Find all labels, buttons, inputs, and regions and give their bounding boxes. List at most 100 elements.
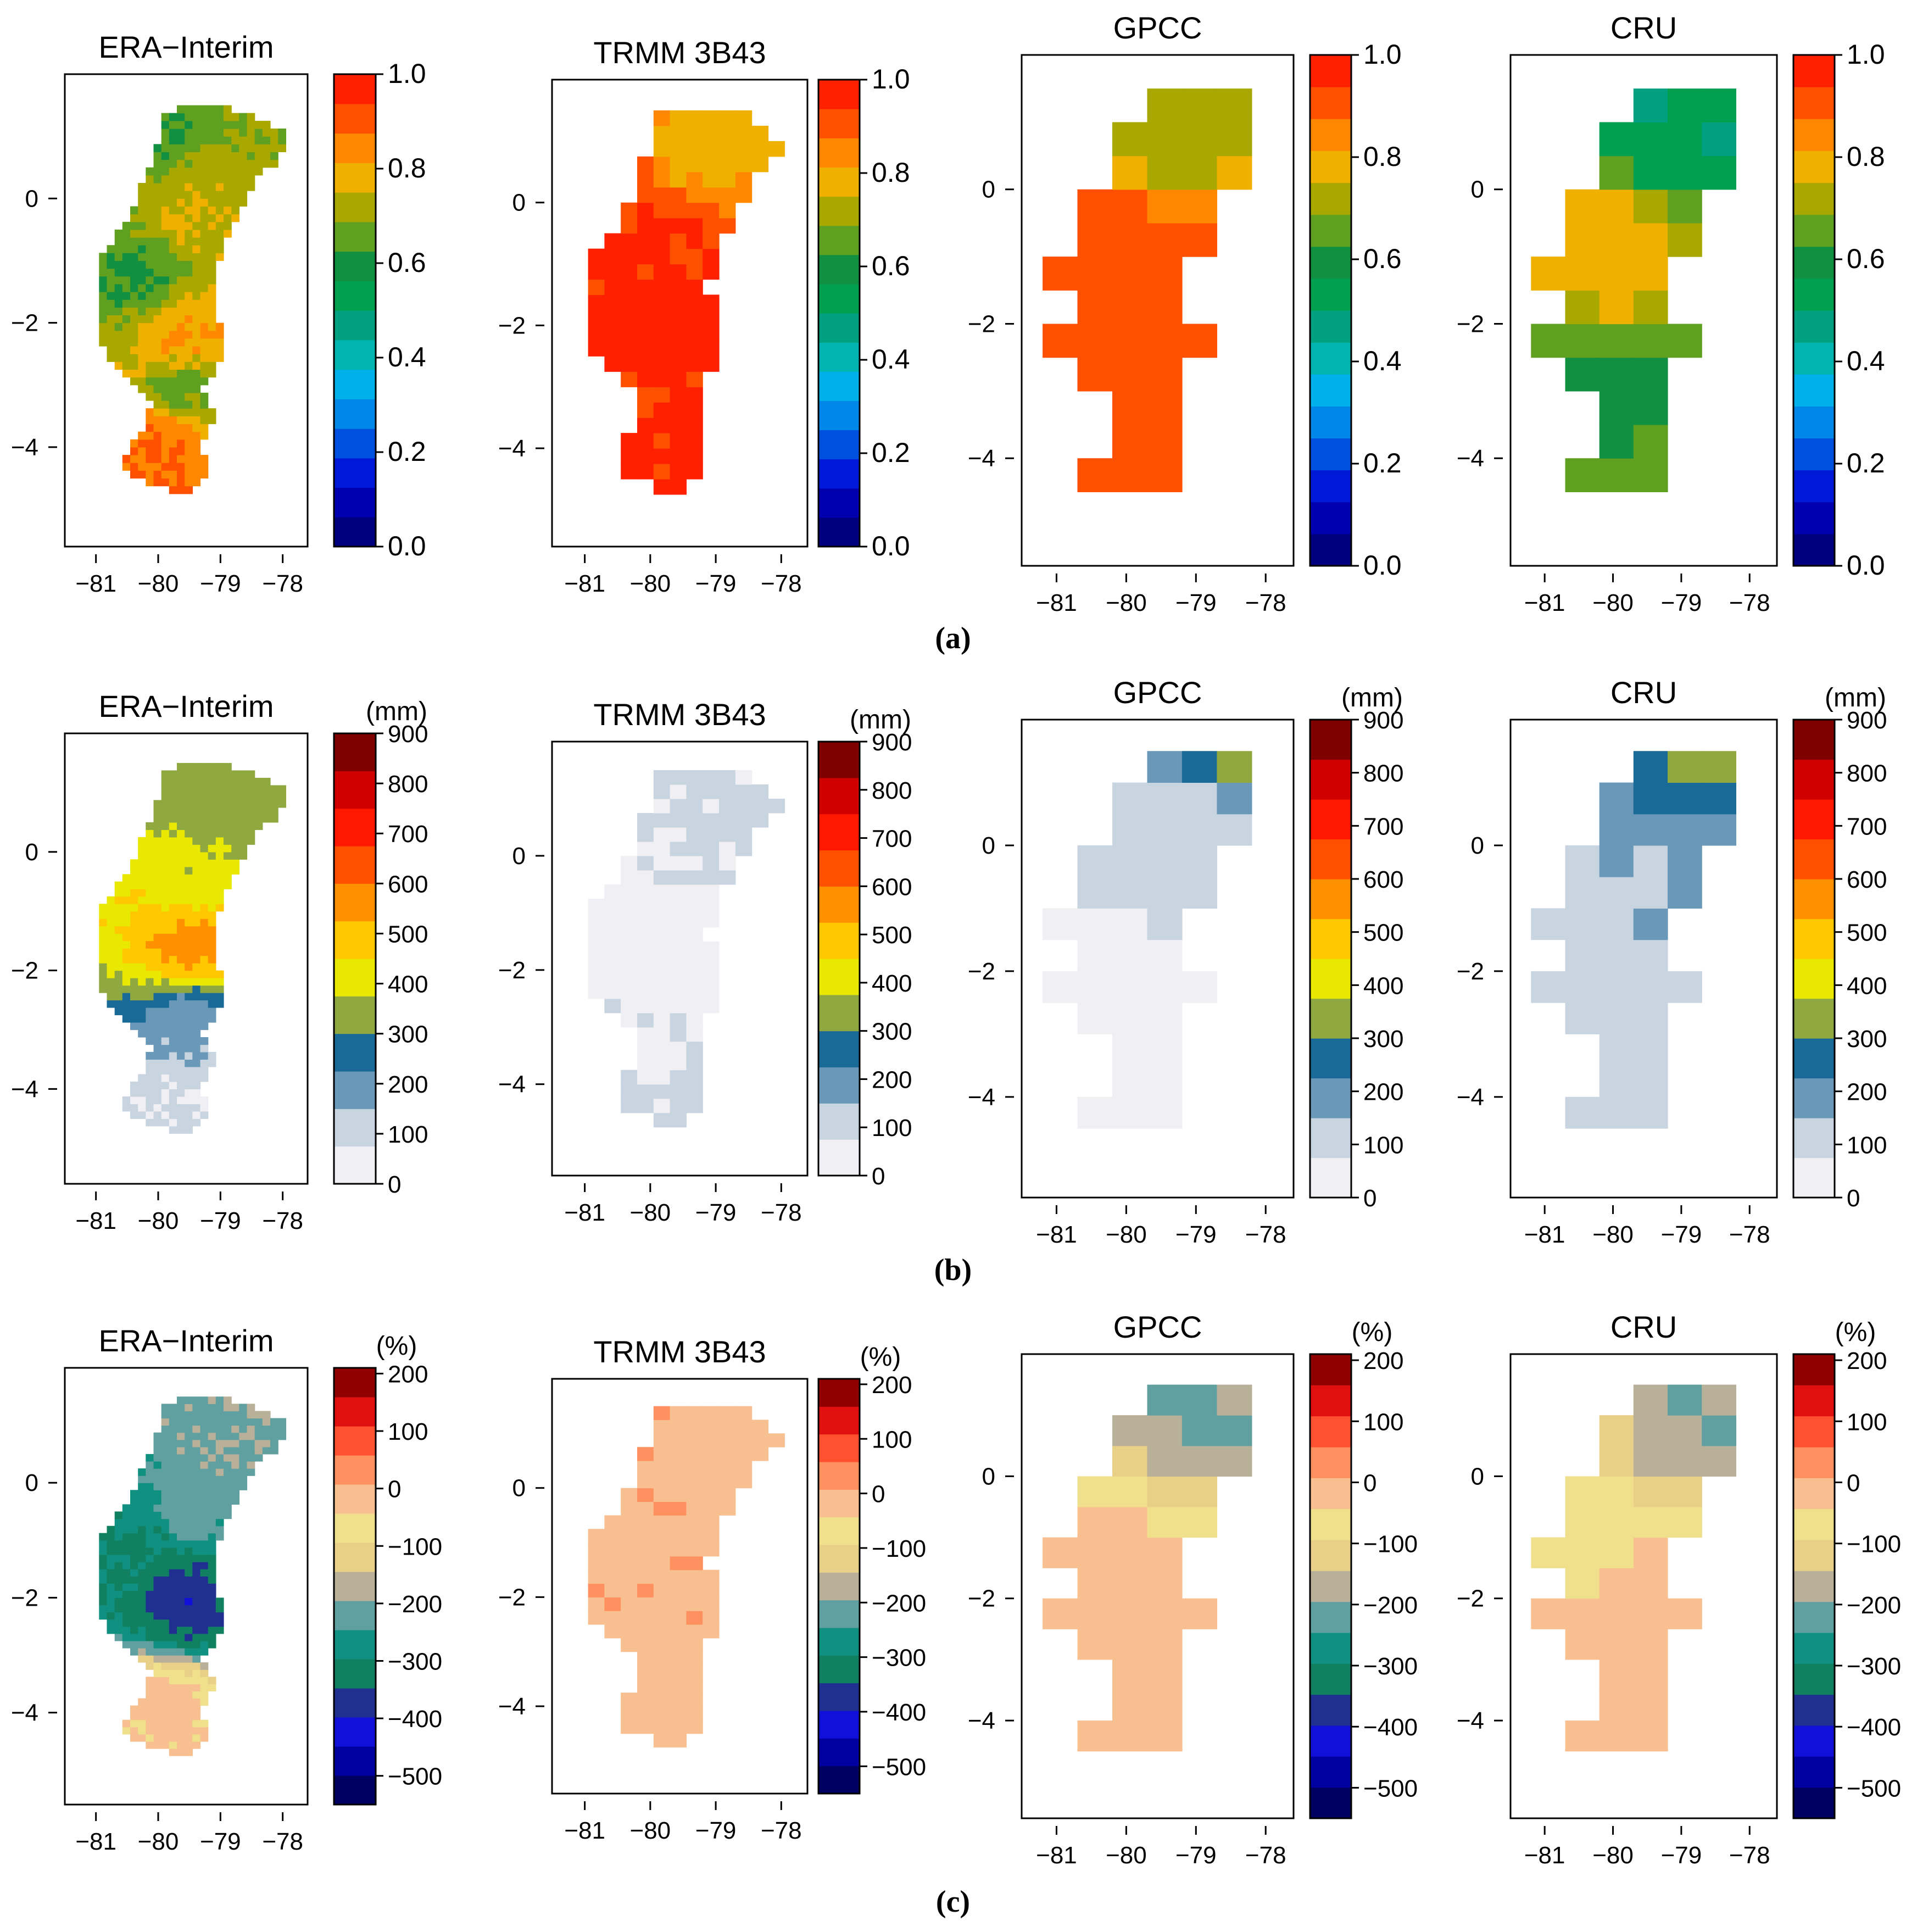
heatmap-cell <box>270 815 278 823</box>
heatmap-cell <box>686 1433 703 1447</box>
heatmap-cell <box>146 1590 154 1598</box>
heatmap-cell <box>247 785 255 793</box>
heatmap-cell <box>215 144 224 152</box>
heatmap-cell <box>192 970 201 978</box>
heatmap-cell <box>1147 257 1183 291</box>
heatmap-cell <box>1043 1598 1078 1629</box>
heatmap-cell <box>114 1612 123 1620</box>
colorbar-tick-label: −100 <box>1847 1531 1901 1558</box>
heatmap-cell <box>153 1476 162 1483</box>
heatmap-cell <box>130 985 138 993</box>
heatmap-cell <box>1112 877 1148 909</box>
heatmap-cell <box>161 777 170 786</box>
colorbar-segment <box>334 1426 376 1456</box>
heatmap-cell <box>1702 1445 1736 1477</box>
colorbar-frame <box>817 740 861 1177</box>
heatmap-cell <box>138 292 146 300</box>
heatmap-cell <box>231 1454 239 1462</box>
heatmap-cell <box>146 955 154 964</box>
heatmap-cell <box>200 1612 209 1620</box>
heatmap-cell <box>161 1015 170 1023</box>
heatmap-cell <box>621 310 638 326</box>
heatmap-cell <box>1112 425 1148 459</box>
heatmap-cell <box>192 785 201 793</box>
heatmap-cell <box>208 361 216 370</box>
heatmap-cell <box>208 800 216 808</box>
heatmap-cell <box>192 1396 201 1404</box>
heatmap-cell <box>200 978 209 986</box>
heatmap-cell <box>177 1051 185 1060</box>
heatmap-cell <box>224 1454 232 1462</box>
heatmap-cell <box>114 985 123 993</box>
heatmap-cell <box>146 1547 154 1555</box>
heatmap-cell <box>1599 391 1634 425</box>
heatmap-cell <box>169 993 177 1001</box>
heatmap-cell <box>231 829 239 838</box>
heatmap-cell <box>1633 1034 1668 1066</box>
heatmap-cell <box>637 371 654 387</box>
heatmap-cell <box>192 1059 201 1067</box>
heatmap-cell <box>200 206 209 215</box>
heatmap-cell <box>169 470 177 479</box>
colorbar-segment <box>1793 720 1835 760</box>
heatmap-cell <box>254 144 263 152</box>
heatmap-cell <box>192 299 201 308</box>
heatmap-cell <box>653 1556 671 1571</box>
heatmap-cell <box>200 245 209 253</box>
heatmap-cell <box>604 1583 621 1597</box>
heatmap-cell <box>192 1605 201 1613</box>
heatmap-cell <box>200 933 209 942</box>
heatmap-cell <box>161 1605 170 1613</box>
heatmap-cell <box>1077 971 1113 1003</box>
y-tick-label: 0 <box>512 190 526 216</box>
colorbar-segment <box>818 371 860 401</box>
heatmap-cell <box>146 237 154 246</box>
heatmap-cell <box>161 1037 170 1045</box>
heatmap-cell <box>161 785 170 793</box>
heatmap-cell <box>208 322 216 331</box>
heatmap-cell <box>653 279 671 296</box>
heatmap-cell <box>130 292 138 300</box>
heatmap-cell <box>146 338 154 347</box>
heatmap-cell <box>208 1583 216 1591</box>
heatmap-cell <box>192 431 201 440</box>
heatmap-cell <box>161 1669 170 1677</box>
heatmap-cell <box>604 1556 621 1571</box>
heatmap-cell <box>114 276 123 285</box>
heatmap-cell <box>146 1533 154 1541</box>
heatmap-cell <box>177 1555 185 1562</box>
heatmap-cell <box>247 1461 255 1469</box>
colorbar-segment <box>1310 839 1351 879</box>
heatmap-cell <box>138 993 146 1001</box>
heatmap-cell <box>224 1425 232 1433</box>
heatmap-cell <box>161 1476 170 1483</box>
heatmap-cell <box>185 777 193 786</box>
heatmap-cell <box>122 369 131 378</box>
heatmap-cell <box>686 1543 703 1557</box>
heatmap-cell <box>653 1651 671 1666</box>
heatmap-cell <box>1599 155 1634 190</box>
heatmap-cell <box>1112 1568 1148 1599</box>
heatmap-cell <box>177 1411 185 1419</box>
heatmap-cell <box>208 822 216 830</box>
colorbar-segment <box>1793 1157 1835 1198</box>
heatmap-cell <box>231 785 239 793</box>
heatmap-cell <box>169 1576 177 1584</box>
heatmap-cell <box>122 346 131 354</box>
heatmap-cell <box>169 1734 177 1742</box>
heatmap-cell <box>185 392 193 401</box>
heatmap-cell <box>208 844 216 853</box>
heatmap-cell <box>185 1648 193 1656</box>
heatmap-cell <box>670 941 687 956</box>
heatmap-cell <box>637 402 654 418</box>
y-tick-label: −4 <box>1457 445 1484 472</box>
heatmap-cell <box>185 896 193 904</box>
heatmap-cell <box>138 978 146 986</box>
heatmap-cell <box>262 815 271 823</box>
heatmap-cell <box>719 1419 736 1434</box>
heatmap-cell <box>177 1633 185 1641</box>
heatmap-cell <box>719 1461 736 1475</box>
heatmap-cell <box>192 1727 201 1735</box>
heatmap-cell <box>130 1533 138 1541</box>
heatmap-cell <box>192 1096 201 1104</box>
